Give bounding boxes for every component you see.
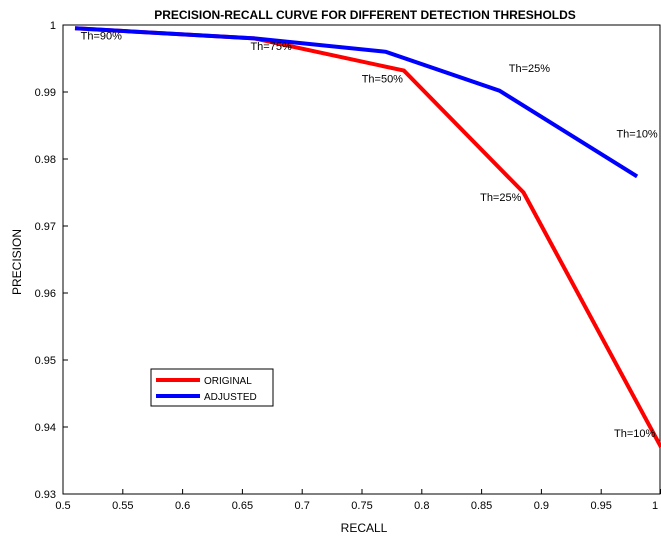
y-axis-label: PRECISION (10, 229, 24, 295)
y-tick-label: 0.99 (35, 87, 56, 99)
x-tick-label: 0.95 (590, 500, 611, 512)
x-axis-ticks: 0.5 0.55 0.6 0.65 0.7 0.75 0.8 0.85 0.9 0.95 1 (55, 489, 661, 512)
threshold-annotation: Th=75% (250, 41, 291, 53)
y-tick-label: 0.97 (35, 221, 56, 233)
threshold-annotation: Th=25% (480, 192, 521, 204)
legend-box (150, 368, 274, 407)
x-tick-label: 0.9 (534, 500, 549, 512)
x-tick-label: 0.85 (471, 500, 492, 512)
x-tick-label: 0.65 (232, 500, 253, 512)
threshold-annotation: Th=10% (614, 428, 655, 440)
x-tick-label: 0.75 (351, 500, 372, 512)
y-tick-label: 0.98 (35, 154, 56, 166)
threshold-annotation: Th=90% (81, 31, 122, 43)
y-tick-label: 0.94 (35, 422, 56, 434)
chart-title: PRECISION-RECALL CURVE FOR DIFFERENT DET… (154, 8, 576, 22)
threshold-annotation: Th=25% (509, 63, 550, 75)
y-tick-label: 0.95 (35, 355, 56, 367)
y-tick-label: 0.93 (35, 489, 56, 501)
threshold-annotation: Th=10% (616, 129, 657, 141)
axes-box (62, 24, 661, 495)
x-tick-label: 0.7 (295, 500, 310, 512)
y-axis-ticks: 0.93 0.94 0.95 0.96 0.97 0.98 0.99 1 (35, 20, 68, 501)
legend-label-adjusted: ADJUSTED (204, 392, 257, 403)
x-tick-label: 1 (652, 500, 658, 512)
x-tick-label: 0.55 (112, 500, 133, 512)
legend-label-original: ORIGINAL (204, 376, 252, 387)
threshold-annotation: Th=50% (362, 74, 403, 86)
legend: ORIGINAL ADJUSTED (150, 368, 274, 407)
x-tick-label: 0.6 (175, 500, 190, 512)
x-tick-label: 0.5 (55, 500, 70, 512)
plot-area: Th=90% Th=75% Th=50% Th=25% Th=10% Th=25% Th=1… (62, 24, 661, 495)
y-tick-label: 0.96 (35, 288, 56, 300)
x-tick-label: 0.8 (414, 500, 429, 512)
annotation-layer: Th=90% Th=75% Th=50% Th=25% Th=10% Th=25% Th=1… (81, 31, 658, 440)
series-layer (74, 26, 661, 449)
x-axis-label: RECALL (341, 521, 388, 535)
y-tick-label: 1 (50, 20, 56, 32)
series-line-adjusted (74, 26, 639, 179)
